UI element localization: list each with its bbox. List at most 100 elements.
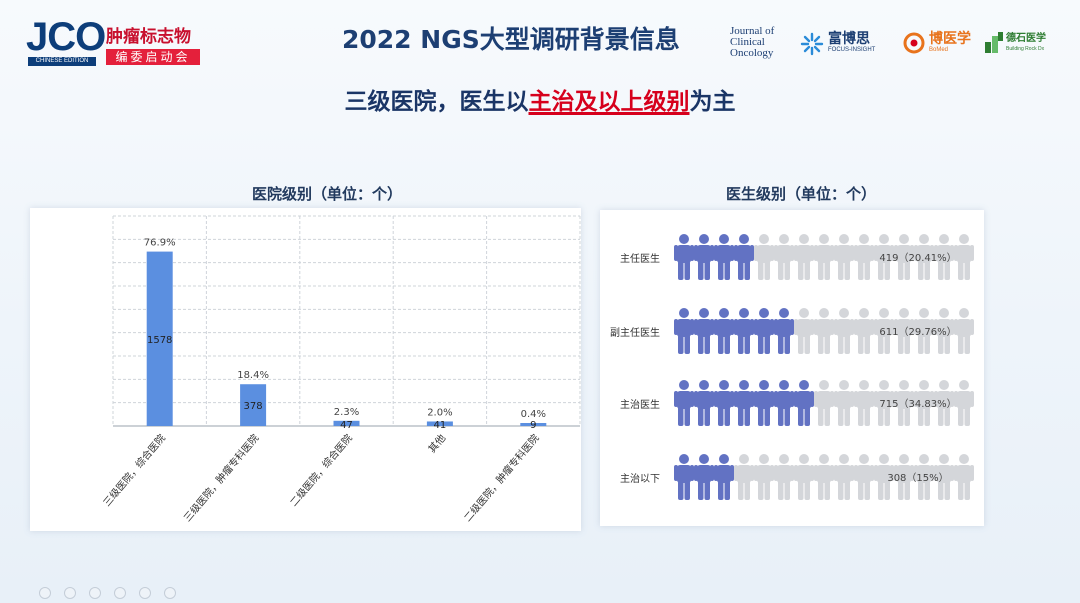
value-label: 9	[530, 420, 536, 431]
bar	[426, 421, 453, 426]
person-icon-empty	[734, 454, 754, 500]
journal-line: Journal of	[730, 25, 775, 37]
building-rock-icon	[985, 32, 1003, 53]
partner-name: 博医学	[929, 30, 971, 46]
bar	[240, 384, 267, 426]
person-icon-empty	[774, 454, 794, 500]
percent-label: 76.9%	[144, 238, 176, 249]
person-icon-empty	[834, 380, 854, 426]
person-icon-empty	[914, 454, 934, 500]
jco-cn-title: 肿瘤标志物	[106, 27, 191, 47]
person-icon-empty	[794, 454, 814, 500]
person-icon-empty	[814, 380, 834, 426]
person-icon-empty	[854, 308, 874, 354]
pictogram-row: 副主任医生 611（29.76%）	[610, 308, 974, 354]
person-icon-empty	[834, 308, 854, 354]
person-icon-empty	[914, 234, 934, 280]
more-options-button[interactable]	[139, 587, 151, 599]
value-label: 308（15%）	[887, 472, 948, 484]
jco-cn-subtitle: 编委启动会	[106, 49, 200, 65]
value-label: 378	[244, 401, 263, 412]
value-label: 611（29.76%）	[879, 326, 956, 338]
focus-insight-icon	[800, 32, 824, 56]
person-icon-filled	[754, 380, 774, 426]
category-label: 三级医院，综合医院	[100, 432, 168, 509]
person-icon-empty	[874, 308, 894, 354]
person-icon-filled	[674, 308, 694, 354]
person-icon-empty	[874, 380, 894, 426]
person-icon-filled	[754, 308, 774, 354]
row-label: 副主任医生	[610, 326, 660, 339]
person-icon-filled	[794, 380, 814, 426]
person-icon-empty	[914, 308, 934, 354]
person-icon-empty	[894, 308, 914, 354]
bomed-icon	[903, 32, 925, 54]
partner-sub: Building Rock Dx	[1006, 46, 1045, 52]
partner-sub: FOCUS-INSIGHT	[828, 47, 876, 53]
person-icon-empty	[914, 380, 934, 426]
person-icon-filled	[674, 234, 694, 280]
zoom-button[interactable]	[114, 587, 126, 599]
person-icon-filled	[714, 454, 734, 500]
subtitle-after: 为主	[689, 89, 736, 115]
person-icon-empty	[954, 454, 974, 500]
prev-slide-button[interactable]	[39, 587, 51, 599]
person-icon-filled	[714, 308, 734, 354]
doctor-pictogram-svg: 主任医生 419（20.41%） 副主任医生 611（29.76%） 主治医生 715（3…	[610, 234, 974, 500]
hospital-chart-title: 医院级别（单位：个）	[252, 185, 403, 203]
person-icon-empty	[954, 308, 974, 354]
bar	[520, 423, 547, 426]
value-label: 1578	[147, 335, 172, 346]
person-icon-empty	[794, 234, 814, 280]
person-icon-filled	[694, 454, 714, 500]
percent-label: 0.4%	[521, 409, 546, 420]
page-title: 2022 NGS大型调研背景信息	[342, 25, 680, 54]
hospital-bar-svg: 76.9% 1578 三级医院，综合医院 18.4% 378 三级医院，肿瘤专科医院 2.3…	[100, 215, 581, 525]
person-icon-empty	[834, 454, 854, 500]
person-icon-empty	[754, 234, 774, 280]
person-icon-empty	[934, 308, 954, 354]
slides-overview-button[interactable]	[89, 587, 101, 599]
subtitle-before: 三级医院，医生以	[344, 89, 529, 115]
person-icon-empty	[894, 454, 914, 500]
partner-name: 德石医学	[1006, 33, 1046, 44]
person-icon-filled	[734, 308, 754, 354]
person-icon-filled	[694, 308, 714, 354]
row-label: 主任医生	[620, 252, 660, 265]
person-icon-empty	[854, 234, 874, 280]
person-icon-empty	[814, 308, 834, 354]
person-icon-filled	[714, 380, 734, 426]
row-label: 主治以下	[620, 472, 660, 485]
category-label: 二级医院，综合医院	[287, 432, 355, 509]
next-slide-button[interactable]	[164, 587, 176, 599]
journal-line: Oncology	[730, 47, 774, 59]
person-icon-empty	[874, 454, 894, 500]
value-label: 41	[434, 420, 447, 431]
pictogram-row: 主治医生 715（34.83%）	[620, 380, 974, 426]
slide-subtitle: 三级医院，医生以主治及以上级别为主	[0, 87, 1080, 117]
category-label: 三级医院，肿瘤专科医院	[181, 432, 262, 525]
person-icon-empty	[934, 454, 954, 500]
percent-label: 2.3%	[334, 407, 359, 418]
person-icon-empty	[834, 234, 854, 280]
category-label: 二级医院，肿瘤专科医院	[461, 432, 542, 525]
pictogram-row: 主治以下 308（15%）	[620, 454, 974, 500]
person-icon-empty	[894, 380, 914, 426]
person-icon-filled	[774, 380, 794, 426]
person-icon-empty	[854, 380, 874, 426]
hospital-level-chart: 76.9% 1578 三级医院，综合医院 18.4% 378 三级医院，肿瘤专科医院 2.3…	[30, 208, 581, 531]
person-icon-empty	[754, 454, 774, 500]
person-icon-filled	[694, 234, 714, 280]
row-label: 主治医生	[620, 398, 660, 411]
person-icon-filled	[674, 380, 694, 426]
person-icon-filled	[694, 380, 714, 426]
bar	[333, 420, 360, 426]
person-icon-empty	[954, 234, 974, 280]
person-icon-filled	[674, 454, 694, 500]
person-icon-empty	[894, 234, 914, 280]
person-icon-empty	[814, 234, 834, 280]
jco-edition-label: CHINESE EDITION	[28, 57, 96, 66]
pen-tool-button[interactable]	[64, 587, 76, 599]
person-icon-empty	[934, 234, 954, 280]
percent-label: 18.4%	[237, 370, 269, 381]
